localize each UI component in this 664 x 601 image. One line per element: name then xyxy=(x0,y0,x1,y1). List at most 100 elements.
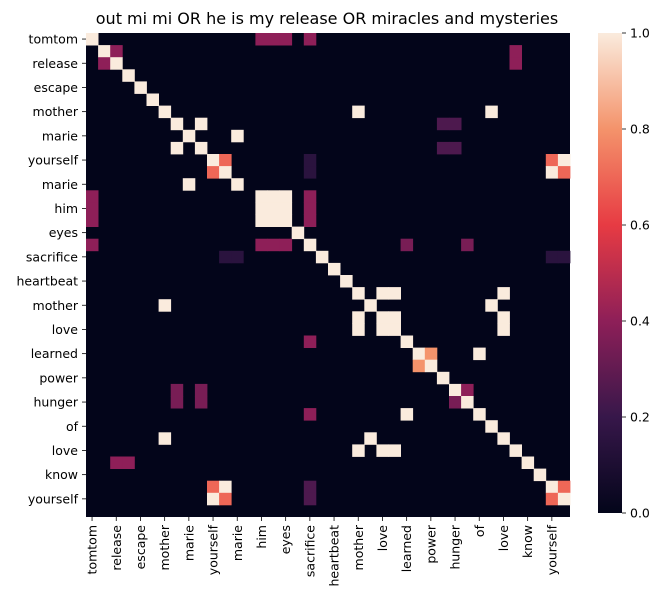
heatmap-cell xyxy=(303,214,317,227)
heatmap-cell xyxy=(400,335,414,348)
heatmap-cell xyxy=(557,154,571,167)
heatmap-cell xyxy=(182,129,196,143)
heatmap-cell xyxy=(267,202,280,215)
heatmap-cell xyxy=(352,105,365,119)
colorbar-tick-label: 0.4 xyxy=(630,314,650,329)
heatmap-cell xyxy=(134,81,147,94)
heatmap-cell xyxy=(485,299,498,312)
heatmap-cell xyxy=(376,444,389,457)
heatmap-cell xyxy=(267,238,280,252)
heatmap-cell xyxy=(449,141,462,155)
heatmap-cell xyxy=(170,396,184,409)
heatmap-cell xyxy=(267,33,280,46)
y-tick-label: sacrifice xyxy=(26,249,78,264)
heatmap-cell xyxy=(485,105,498,119)
heatmap-cell xyxy=(303,154,317,167)
heatmap-cell xyxy=(449,383,462,397)
heatmap-cell xyxy=(400,238,414,252)
heatmap-cell xyxy=(255,202,268,215)
x-tick-label: love xyxy=(375,525,390,552)
heatmap-cell xyxy=(376,287,389,300)
chart-title: out mi mi OR he is my release OR miracle… xyxy=(96,9,558,28)
heatmap-cell xyxy=(352,444,365,457)
heatmap-cell xyxy=(449,396,462,409)
heatmap-cell xyxy=(557,492,571,506)
heatmap-cell xyxy=(376,323,389,336)
heatmap-cell xyxy=(424,347,438,361)
heatmap-cell xyxy=(267,190,280,203)
x-tick-label: escape xyxy=(133,525,148,570)
heatmap-cell xyxy=(182,178,196,191)
heatmap-cell xyxy=(461,396,474,409)
y-tick-label: mother xyxy=(33,298,79,313)
heatmap-cell xyxy=(509,444,522,457)
heatmap-cell xyxy=(98,45,111,58)
colorbar-tick-label: 0.0 xyxy=(630,506,650,521)
y-tick-label: of xyxy=(66,419,79,434)
colorbar-gradient xyxy=(598,33,622,513)
heatmap-cell xyxy=(303,33,317,46)
heatmap-cell xyxy=(412,359,426,373)
heatmap-cell xyxy=(170,383,184,397)
heatmap-cell xyxy=(255,190,268,203)
colorbar-tick-label: 1.0 xyxy=(630,26,650,41)
y-tick-label: heartbeat xyxy=(17,274,79,289)
x-tick-label: yourself xyxy=(206,524,221,575)
heatmap-cell xyxy=(170,141,184,155)
heatmap-cell xyxy=(279,190,293,203)
heatmap-cell xyxy=(303,480,317,494)
heatmap-cell xyxy=(194,117,208,131)
y-tick-label: hunger xyxy=(33,395,78,410)
heatmap-cell xyxy=(219,250,232,264)
x-tick-label: marie xyxy=(230,525,245,561)
heatmap-cell xyxy=(231,250,244,264)
heatmap-cell xyxy=(352,311,365,324)
heatmap-cell xyxy=(231,129,244,143)
heatmap-cell xyxy=(473,347,486,361)
x-tick-label: of xyxy=(472,524,487,537)
x-tick-label: release xyxy=(109,525,124,571)
heatmap-cell xyxy=(207,166,220,179)
y-tick-label: love xyxy=(52,322,79,337)
y-tick-label: power xyxy=(39,370,78,385)
colorbar-tick-label: 0.8 xyxy=(630,122,650,137)
heatmap-cell xyxy=(207,154,220,167)
heatmap-cell xyxy=(219,166,232,179)
heatmap-cell xyxy=(122,456,135,469)
heatmap-cell xyxy=(110,57,123,70)
heatmap-cell xyxy=(207,492,220,506)
x-tick-label: mother xyxy=(351,524,366,570)
y-tick-label: know xyxy=(45,467,78,482)
x-tick-label: learned xyxy=(399,525,414,572)
heatmap-cell xyxy=(303,190,317,203)
colorbar-tick-label: 0.6 xyxy=(630,218,650,233)
heatmap-cell xyxy=(509,45,522,58)
heatmap-cell xyxy=(449,117,462,131)
heatmap-cell xyxy=(303,202,317,215)
heatmap-cell xyxy=(303,408,317,421)
x-tick-label: hunger xyxy=(448,524,463,569)
heatmap-cell xyxy=(219,492,232,506)
heatmap-cell xyxy=(545,492,559,506)
heatmap-cell xyxy=(146,93,159,106)
x-tick-label: know xyxy=(520,525,535,558)
heatmap-cell xyxy=(545,166,559,179)
heatmap-cell xyxy=(315,250,329,264)
heatmap-cell xyxy=(388,323,401,336)
heatmap-cell xyxy=(207,480,220,494)
heatmap-cell xyxy=(545,250,559,264)
heatmap-cell xyxy=(557,250,571,264)
heatmap-cell xyxy=(219,154,232,167)
heatmap-cell xyxy=(303,238,317,252)
heatmap-cell xyxy=(98,57,111,70)
x-tick-label: sacrifice xyxy=(302,525,317,577)
y-tick-label: eyes xyxy=(49,225,78,240)
heatmap-cell xyxy=(388,311,401,324)
x-tick-label: power xyxy=(423,524,438,563)
y-tick-label: marie xyxy=(42,177,78,192)
heatmap-cell xyxy=(194,141,208,155)
x-tick-label: marie xyxy=(181,525,196,561)
heatmap-cell xyxy=(86,33,99,46)
heatmap-cell xyxy=(279,33,293,46)
